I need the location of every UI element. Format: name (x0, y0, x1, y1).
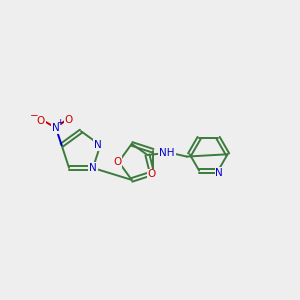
Text: O: O (148, 169, 156, 179)
Text: NH: NH (159, 148, 175, 158)
Text: O: O (113, 157, 122, 167)
Text: N: N (215, 168, 223, 178)
Text: N: N (89, 163, 97, 173)
Text: +: + (56, 118, 64, 127)
Text: O: O (64, 115, 73, 125)
Text: N: N (94, 140, 102, 150)
Text: −: − (30, 111, 39, 121)
Text: N: N (52, 123, 60, 133)
Text: O: O (37, 116, 45, 125)
